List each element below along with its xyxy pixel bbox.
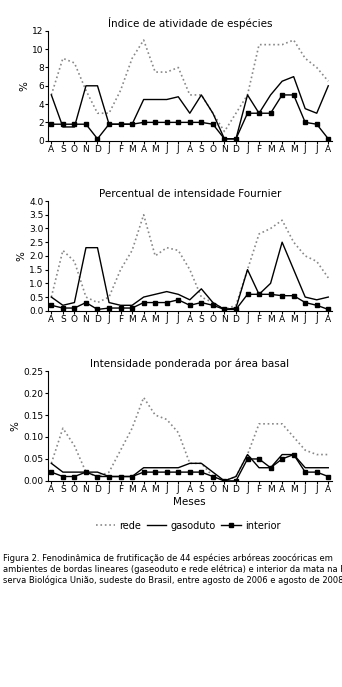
- Y-axis label: %: %: [19, 81, 29, 91]
- Title: Percentual de intensidade Fournier: Percentual de intensidade Fournier: [98, 189, 281, 199]
- Y-axis label: %: %: [16, 251, 27, 261]
- Title: Intensidade ponderada por área basal: Intensidade ponderada por área basal: [90, 359, 289, 369]
- Text: Figura 2. Fenodinâmica de frutificação de 44 espécies arbóreas zoocóricas em
amb: Figura 2. Fenodinâmica de frutificação d…: [3, 553, 342, 585]
- Legend: rede, gasoduto, interior: rede, gasoduto, interior: [92, 517, 284, 534]
- X-axis label: Meses: Meses: [173, 497, 206, 507]
- Title: Índice de atividade de espécies: Índice de atividade de espécies: [108, 16, 272, 29]
- Y-axis label: %: %: [11, 421, 21, 431]
